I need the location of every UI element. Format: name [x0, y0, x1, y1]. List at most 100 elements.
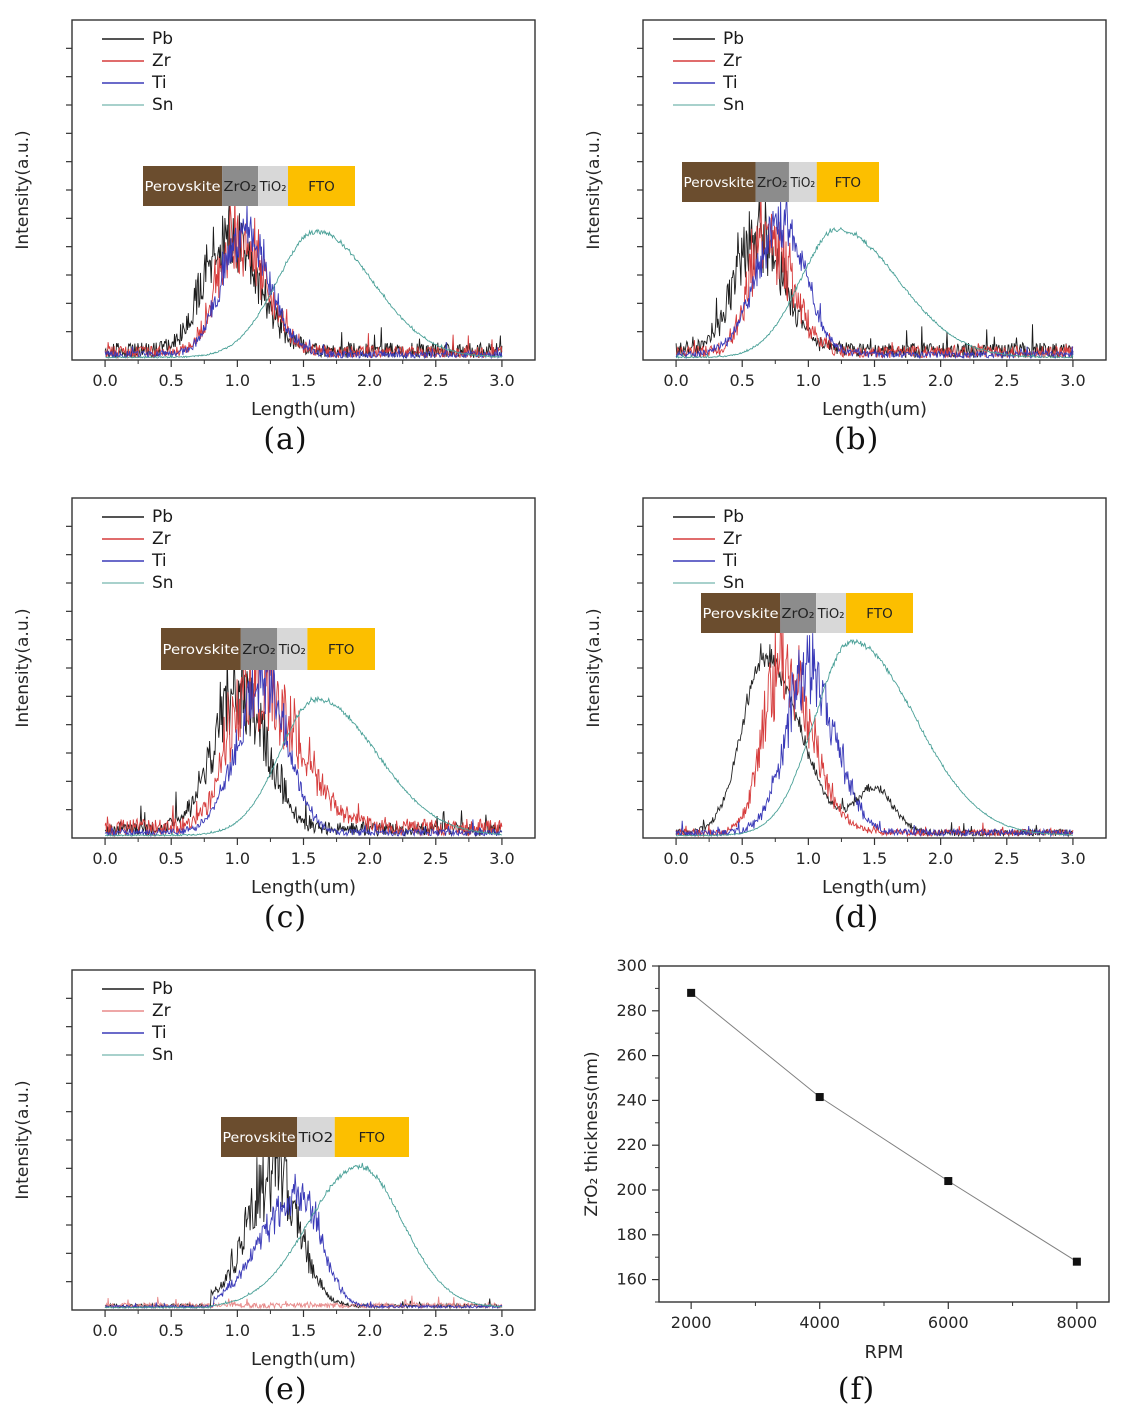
eds-chart-d: 0.0 0.5 1.0 1.5 2.0 2.5 3.0 Length(um) Intensity… — [584, 497, 1107, 898]
inset-layer-FTO — [288, 166, 355, 206]
inset-layer-label-Perovskite: Perovskite — [163, 642, 240, 658]
caption-d: (d) — [833, 900, 880, 935]
inset-layer-label-Perovskite: Perovskite — [703, 606, 779, 622]
x-tick-label: 2.5 — [423, 1321, 448, 1340]
eds-chart-b: 0.0 0.5 1.0 1.5 2.0 2.5 3.0 Length(um) Intensity… — [584, 19, 1107, 420]
x-axis-label: Length(um) — [251, 399, 356, 420]
inset-layer-label-FTO: FTO — [308, 179, 334, 195]
x-tick-label: 3.0 — [1060, 849, 1085, 868]
legend-label-Zr: Zr — [723, 529, 742, 549]
x-tick-label: 1.0 — [796, 371, 821, 390]
x-tick-label: 0.5 — [729, 849, 754, 868]
y-tick-label: 160 — [616, 1270, 647, 1289]
inset-layer-label-ZrO₂: ZrO₂ — [782, 606, 815, 622]
inset-layer-label-TiO₂: TiO₂ — [790, 175, 816, 191]
y-axis-label: Intensity(a.u.) — [13, 130, 33, 249]
x-tick-label: 0.0 — [92, 1321, 117, 1340]
y-tick-label: 300 — [616, 956, 647, 975]
panel-c: 0.0 0.5 1.0 1.5 2.0 2.5 3.0 Length(um) Intensity… — [0, 478, 571, 950]
eds-chart-a: 0.0 0.5 1.0 1.5 2.0 2.5 3.0 Length(um) Intensity… — [13, 19, 536, 420]
x-tick-label: 0.0 — [663, 849, 688, 868]
y-axis-label: Intensity(a.u.) — [13, 1080, 33, 1199]
x-tick-label: 3.0 — [489, 849, 514, 868]
x-tick-label: 4000 — [799, 1313, 840, 1332]
x-axis-label: Length(um) — [251, 1349, 356, 1370]
inset-layer-label-Perovskite: Perovskite — [223, 1130, 296, 1146]
x-axis-label: Length(um) — [251, 877, 356, 898]
inset-layer-Perovskite — [221, 1117, 298, 1157]
y-tick-label: 240 — [616, 1090, 647, 1109]
x-tick-label: 0.5 — [158, 371, 183, 390]
y-axis-label: Intensity(a.u.) — [584, 608, 604, 727]
inset-layer-TiO2 — [297, 1117, 335, 1157]
data-point-2000 — [687, 988, 696, 997]
inset-layer-Perovskite — [161, 628, 241, 670]
series-Zr — [104, 187, 503, 359]
data-point-8000 — [1072, 1257, 1081, 1266]
inset-layer-TiO₂ — [788, 162, 817, 202]
legend-label-Ti: Ti — [151, 73, 167, 93]
legend-label-Zr: Zr — [152, 529, 171, 549]
y-tick-label: 180 — [616, 1225, 647, 1244]
x-tick-label: 2.5 — [423, 371, 448, 390]
y-tick-label: 200 — [616, 1180, 647, 1199]
inset-layer-label-TiO2: TiO2 — [298, 1130, 334, 1146]
x-tick-label: 2.5 — [994, 849, 1019, 868]
x-tick-label: 2.0 — [357, 371, 382, 390]
y-tick-label: 280 — [616, 1001, 647, 1020]
x-tick-label: 1.5 — [862, 849, 887, 868]
series-Zr — [675, 614, 1074, 838]
caption-c: (c) — [263, 900, 308, 935]
inset-layer-FTO — [307, 628, 375, 670]
x-tick-label: 3.0 — [489, 1321, 514, 1340]
inset-layer-label-Perovskite: Perovskite — [145, 179, 221, 195]
legend-label-Sn: Sn — [723, 95, 745, 115]
inset-layer-ZrO₂ — [222, 166, 259, 206]
series-Pb — [675, 196, 1074, 360]
inset-layer-ZrO₂ — [755, 162, 789, 202]
x-tick-label: 1.0 — [225, 1321, 250, 1340]
series-Ti — [675, 633, 1074, 838]
legend-label-Zr: Zr — [723, 51, 742, 71]
data-point-6000 — [944, 1177, 953, 1186]
series-Sn — [675, 226, 1074, 359]
legend-label-Ti: Ti — [722, 551, 738, 571]
x-tick-label: 2.5 — [423, 849, 448, 868]
legend-label-Zr: Zr — [152, 1001, 171, 1021]
inset-layer-label-ZrO₂: ZrO₂ — [242, 642, 275, 658]
inset-layer-ZrO₂ — [780, 593, 817, 633]
inset-layer-TiO₂ — [277, 628, 308, 670]
legend-label-Pb: Pb — [152, 29, 173, 49]
inset-layer-FTO — [334, 1117, 409, 1157]
caption-b: (b) — [833, 422, 880, 457]
series-Ti — [104, 1173, 503, 1310]
series-Sn — [675, 638, 1073, 837]
legend-label-Sn: Sn — [152, 95, 174, 115]
x-tick-label: 2.0 — [357, 849, 382, 868]
series-Sn — [105, 228, 503, 359]
x-tick-label: 2.0 — [357, 1321, 382, 1340]
caption-a: (a) — [263, 422, 308, 457]
legend-label-Pb: Pb — [723, 29, 744, 49]
x-tick-label: 1.0 — [225, 371, 250, 390]
panel-d: 0.0 0.5 1.0 1.5 2.0 2.5 3.0 Length(um) Intensity… — [571, 478, 1142, 950]
x-tick-label: 3.0 — [1060, 371, 1085, 390]
y-axis-label: Intensity(a.u.) — [584, 130, 604, 249]
legend-label-Sn: Sn — [723, 573, 745, 593]
panel-a: 0.0 0.5 1.0 1.5 2.0 2.5 3.0 Length(um) Intensity… — [0, 0, 571, 478]
inset-layer-label-Perovskite: Perovskite — [684, 175, 754, 191]
legend-label-Sn: Sn — [152, 1045, 174, 1065]
x-axis-label: Length(um) — [822, 877, 927, 898]
x-axis-label: RPM — [865, 1342, 904, 1363]
legend-label-Pb: Pb — [723, 507, 744, 527]
inset-layer-FTO — [816, 162, 879, 202]
inset-layer-TiO₂ — [816, 593, 847, 633]
data-point-4000 — [815, 1093, 824, 1102]
x-tick-label: 2000 — [671, 1313, 712, 1332]
inset-layer-Perovskite — [682, 162, 756, 202]
inset-layer-FTO — [846, 593, 913, 633]
inset-layer-TiO₂ — [258, 166, 289, 206]
plot-frame — [642, 497, 1107, 839]
x-tick-label: 1.5 — [291, 1321, 316, 1340]
